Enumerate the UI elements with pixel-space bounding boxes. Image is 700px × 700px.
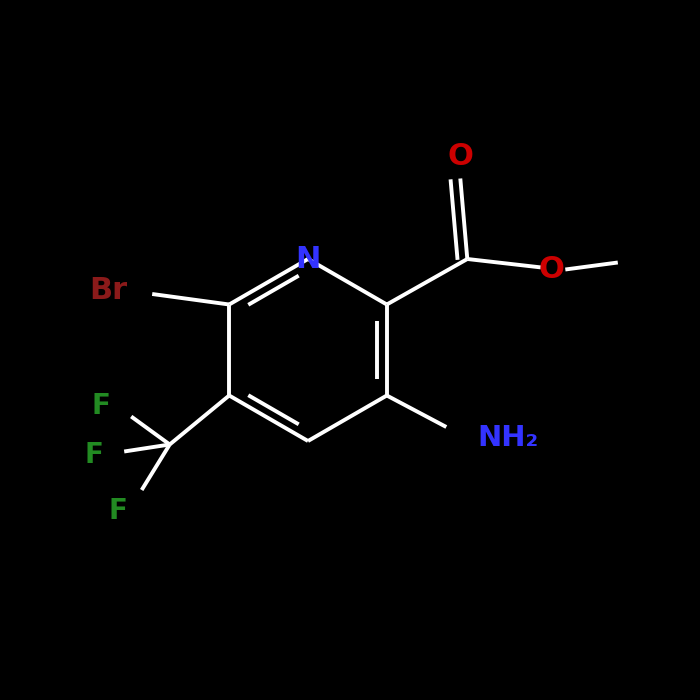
Text: F: F bbox=[108, 497, 127, 525]
Text: NH₂: NH₂ bbox=[478, 424, 539, 452]
Text: F: F bbox=[84, 441, 103, 469]
Text: N: N bbox=[295, 244, 321, 274]
Text: O: O bbox=[447, 141, 473, 171]
Text: O: O bbox=[538, 255, 564, 284]
Text: Br: Br bbox=[90, 276, 127, 305]
Text: F: F bbox=[91, 392, 110, 420]
